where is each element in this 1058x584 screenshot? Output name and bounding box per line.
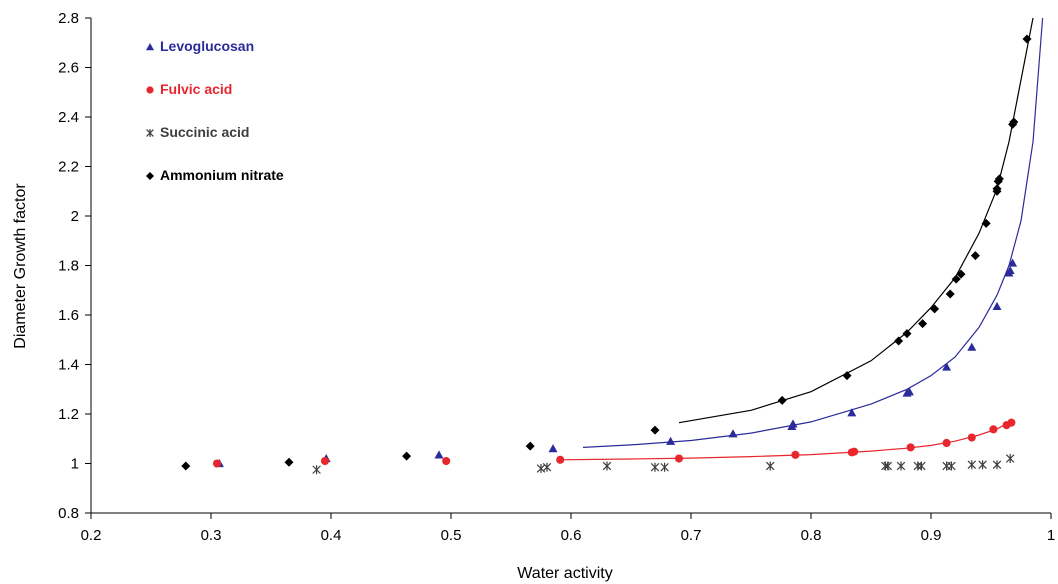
levoglucosan-legend-marker [146, 43, 154, 51]
y-tick-label: 2.6 [58, 60, 79, 77]
fulvic-acid-point [791, 450, 800, 459]
succinic-acid-point [312, 465, 321, 475]
levoglucosan-point [942, 362, 952, 371]
y-axis-label: Diameter Growth factor [12, 183, 29, 349]
fulvic-acid-point [967, 433, 976, 442]
ammonium-nitrate-point [650, 425, 660, 435]
ammonium-nitrate-point [1022, 34, 1032, 44]
fulvic-acid-legend-marker [146, 86, 154, 94]
fulvic-acid-point [556, 455, 565, 464]
succinic-acid-point [602, 461, 612, 471]
levoglucosan-point [847, 408, 857, 417]
levoglucosan-point [434, 450, 444, 459]
x-tick-label: 0.7 [681, 527, 702, 544]
levoglucosan-point [788, 419, 798, 428]
levoglucosan-point [1005, 265, 1015, 275]
levoglucosan-point [1008, 258, 1018, 267]
x-tick-label: 0.5 [441, 527, 462, 544]
fulvic-acid-point [989, 425, 998, 434]
x-axis-label: Water activity [517, 565, 612, 582]
x-tick-label: 0.9 [921, 527, 942, 544]
levoglucosan-point [992, 301, 1002, 310]
axes: 0.2 0.3 0.4 0.5 0.6 0.7 0.8 0.9 1 0.8 1 1.2 1.4 1.6 1.… [58, 10, 1055, 544]
y-tick-label: 2.8 [58, 10, 79, 27]
y-tick-label: 0.8 [58, 505, 79, 522]
ammonium-nitrate-point [894, 336, 904, 346]
data-points [181, 34, 1032, 475]
succinic-acid-point [1005, 454, 1015, 464]
fulvic-acid-point [906, 443, 915, 452]
succinic-acid-point [536, 463, 546, 473]
ammonium-nitrate-point [777, 395, 787, 405]
succinic-acid-point [967, 460, 977, 470]
x-tick-label: 1 [1047, 527, 1055, 544]
levoglucosan-point [666, 436, 676, 445]
levoglucosan-point [728, 429, 738, 438]
fulvic-acid-legend-label: Fulvic acid [160, 81, 232, 97]
succinic-acid-point [942, 461, 951, 471]
y-tick-label: 2.4 [58, 109, 79, 126]
fulvic-acid-point [942, 438, 951, 448]
fulvic-acid-point [320, 456, 330, 466]
ammonium-nitrate-point [992, 184, 1002, 194]
ammonium-nitrate-point [918, 319, 928, 329]
y-tick-label: 2 [71, 208, 79, 225]
legend: Levoglucosan Fulvic acid Succinic acid Ammo… [146, 38, 284, 183]
succinic-acid-legend-marker [146, 129, 154, 137]
levoglucosan-legend-label: Levoglucosan [160, 38, 254, 54]
fit-lines [558, 17, 1044, 461]
ammonium-nitrate-point [970, 251, 980, 261]
ammonium-nitrate-point [402, 451, 412, 461]
ammonium-nitrate-legend-marker [146, 172, 154, 180]
ammonium-nitrate-point [284, 457, 294, 467]
fulvic-acid-point [1007, 418, 1016, 427]
levoglucosan-point [967, 342, 977, 351]
fulvic-acid-point [212, 459, 222, 468]
x-tick-label: 0.8 [801, 527, 822, 544]
fulvic-acid-point [442, 456, 451, 466]
ammonium-nitrate-point [842, 371, 852, 381]
y-tick-label: 1.6 [58, 307, 79, 324]
ammonium-nitrate-fit-line [678, 17, 1034, 424]
succinic-acid-point [947, 461, 956, 471]
y-tick-label: 1.2 [58, 406, 79, 423]
y-tick-label: 1 [71, 456, 79, 473]
ammonium-nitrate-point [956, 269, 966, 279]
y-tick-label: 1.4 [58, 357, 79, 374]
ammonium-nitrate-point [981, 218, 991, 228]
y-tick-label: 1.8 [58, 258, 79, 275]
x-tick-label: 0.4 [321, 527, 342, 544]
succinic-acid-point [978, 460, 987, 470]
ammonium-nitrate-point [930, 304, 940, 314]
ammonium-nitrate-point [1009, 117, 1019, 127]
x-tick-label: 0.6 [561, 527, 582, 544]
fulvic-acid-point [850, 447, 859, 456]
succinic-acid-point [992, 460, 1002, 470]
ammonium-nitrate-point [994, 174, 1004, 184]
ammonium-nitrate-point [945, 289, 955, 299]
succinic-acid-point [765, 461, 775, 471]
ammonium-nitrate-point [525, 441, 535, 451]
succinic-acid-point [883, 461, 893, 471]
y-tick-label: 2.2 [58, 159, 79, 176]
levoglucosan-fit-line [582, 17, 1044, 448]
x-tick-label: 0.3 [201, 527, 222, 544]
fulvic-acid-point [674, 454, 684, 463]
ammonium-nitrate-point [181, 461, 191, 471]
succinic-acid-point [650, 462, 660, 472]
succinic-acid-point [660, 462, 669, 472]
levoglucosan-point [548, 444, 558, 453]
ammonium-nitrate-legend-label: Ammonium nitrate [160, 167, 284, 183]
succinic-acid-legend-label: Succinic acid [160, 124, 249, 140]
levoglucosan-point [904, 387, 914, 396]
ammonium-nitrate-point [902, 329, 912, 339]
x-tick-label: 0.2 [81, 527, 102, 544]
succinic-acid-point [896, 461, 906, 471]
succinic-acid-point [917, 461, 926, 471]
succinic-acid-point [542, 462, 552, 472]
ammonium-nitrate-point [951, 274, 961, 284]
